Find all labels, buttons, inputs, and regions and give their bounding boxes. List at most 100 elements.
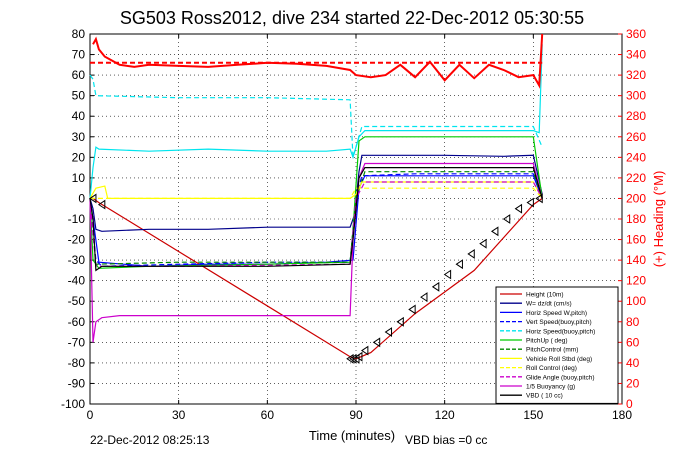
y-tick-label: -30 [68, 253, 86, 267]
pump-marker [467, 249, 475, 259]
pump-marker [384, 327, 393, 337]
y2-tick-label: 260 [626, 130, 646, 144]
x-axis-ticks: 0 30 60 90 120 150 180 [87, 34, 632, 422]
y-tick-label: 60 [72, 68, 86, 82]
x-tick-label: 0 [87, 408, 94, 422]
x-tick-label: 30 [172, 408, 186, 422]
x-tick-label: 180 [612, 408, 632, 422]
y-tick-label: -10 [68, 212, 86, 226]
y-tick-label: 80 [72, 27, 86, 41]
y2-tick-label: 200 [626, 191, 646, 205]
y-axis-ticks: -100-90-80-70-60-50-40-30-20-10010203040… [61, 27, 94, 411]
pump-marker [349, 353, 357, 364]
y2-tick-label: 0 [626, 397, 633, 411]
y2-tick-label: 340 [626, 48, 646, 62]
y2-tick-label: 360 [626, 27, 646, 41]
series-line [89, 167, 543, 272]
legend: Height (10m) W= dz/dt (cm/s) Horiz Speed W… [495, 286, 619, 404]
y-tick-label: 50 [72, 89, 86, 103]
y2-tick-label: 320 [626, 68, 646, 82]
pump-marker [455, 259, 463, 270]
y-tick-label: 70 [72, 48, 86, 62]
pump-marker [408, 304, 416, 315]
y2-tick-label: 100 [626, 294, 646, 308]
pump-marker [360, 345, 369, 356]
y-tick-label: -90 [68, 376, 86, 390]
series-line [92, 33, 544, 89]
pump-marker [372, 337, 381, 348]
x-axis-label: Time (minutes) [309, 428, 395, 443]
y2-tick-label: 280 [626, 109, 646, 123]
series-lines [89, 33, 544, 360]
series-line [89, 44, 543, 199]
footer-vbd-bias: VBD bias =0 cc [405, 433, 487, 447]
y-tick-label: 30 [72, 130, 86, 144]
y2-tick-label: 40 [626, 356, 640, 370]
y-tick-label: -100 [61, 397, 85, 411]
legend-label: Vert Speed(buoy,pitch) [526, 319, 592, 326]
y2-tick-label: 80 [626, 315, 640, 329]
y2-tick-label: 140 [626, 253, 646, 267]
y-tick-label: 10 [72, 171, 86, 185]
legend-label: Horiz Speed W,pitch) [526, 310, 587, 317]
footer-date: 22-Dec-2012 08:25:13 [90, 433, 210, 447]
y2-tick-label: 20 [626, 376, 640, 390]
pump-marker [502, 214, 511, 224]
pump-marker [479, 238, 487, 249]
pump-marker [514, 203, 523, 214]
y2-tick-label: 300 [626, 89, 646, 103]
pump-marker [526, 197, 534, 208]
y-tick-label: 0 [78, 191, 85, 205]
pump-marker [431, 281, 440, 292]
y-tick-label: -70 [68, 335, 86, 349]
pump-marker [396, 316, 404, 327]
y-tick-label: -40 [68, 274, 86, 288]
y2-tick-label: 160 [626, 233, 646, 247]
y-tick-label: -60 [68, 315, 86, 329]
legend-box [495, 286, 619, 404]
legend-label: Vehicle Roll Stbd (deg) [526, 356, 592, 363]
x-tick-label: 90 [349, 408, 363, 422]
legend-label: VBD ( 10 cc) [526, 393, 563, 400]
legend-label: Height (10m) [526, 292, 564, 299]
series-line [89, 162, 543, 343]
legend-label: Glide Angle (buoy,pitch) [526, 374, 595, 381]
y-tick-label: -80 [68, 356, 86, 370]
series-line [90, 187, 543, 199]
y-tick-label: 20 [72, 150, 86, 164]
series-line [89, 181, 543, 199]
legend-label: Horiz Speed(buoy,pitch) [526, 328, 595, 335]
y-tick-label: -50 [68, 294, 86, 308]
y2-tick-label: 60 [626, 335, 640, 349]
pump-marker [355, 351, 363, 362]
y2-tick-label: 180 [626, 212, 646, 226]
pump-marker [97, 199, 106, 210]
x-tick-label: 60 [261, 408, 275, 422]
series-line [90, 197, 543, 360]
y2-tick-label: 220 [626, 171, 646, 185]
series-line [89, 181, 543, 267]
y-tick-label: -20 [68, 233, 86, 247]
series-line [89, 74, 543, 158]
chart-title: SG503 Ross2012, dive 234 started 22-Dec-… [120, 8, 584, 28]
x-tick-label: 150 [523, 408, 543, 422]
pump-marker [89, 193, 97, 204]
y2-tick-label: 240 [626, 150, 646, 164]
legend-label: W= dz/dt (cm/s) [526, 301, 572, 308]
x-tick-label: 120 [435, 408, 455, 422]
pump-marker [443, 269, 452, 280]
y2-axis-label: (+) Heading (°M) [651, 171, 666, 268]
legend-label: Roll Control (deg) [526, 365, 577, 372]
y2-tick-label: 120 [626, 274, 646, 288]
legend-label: PitchControl (mm) [526, 347, 578, 354]
pump-markers [89, 193, 543, 364]
legend-label: PitchUp ( deg) [526, 338, 568, 345]
series-line [89, 136, 543, 269]
pump-marker [420, 292, 428, 303]
series-line [89, 154, 543, 232]
y2-axis-ticks: 0 20 40 60 80 100 120 140 160 180 200 220 240 260 280 3… [618, 27, 646, 411]
series-line [89, 175, 543, 267]
pump-marker [535, 193, 543, 204]
series-line [89, 173, 543, 267]
